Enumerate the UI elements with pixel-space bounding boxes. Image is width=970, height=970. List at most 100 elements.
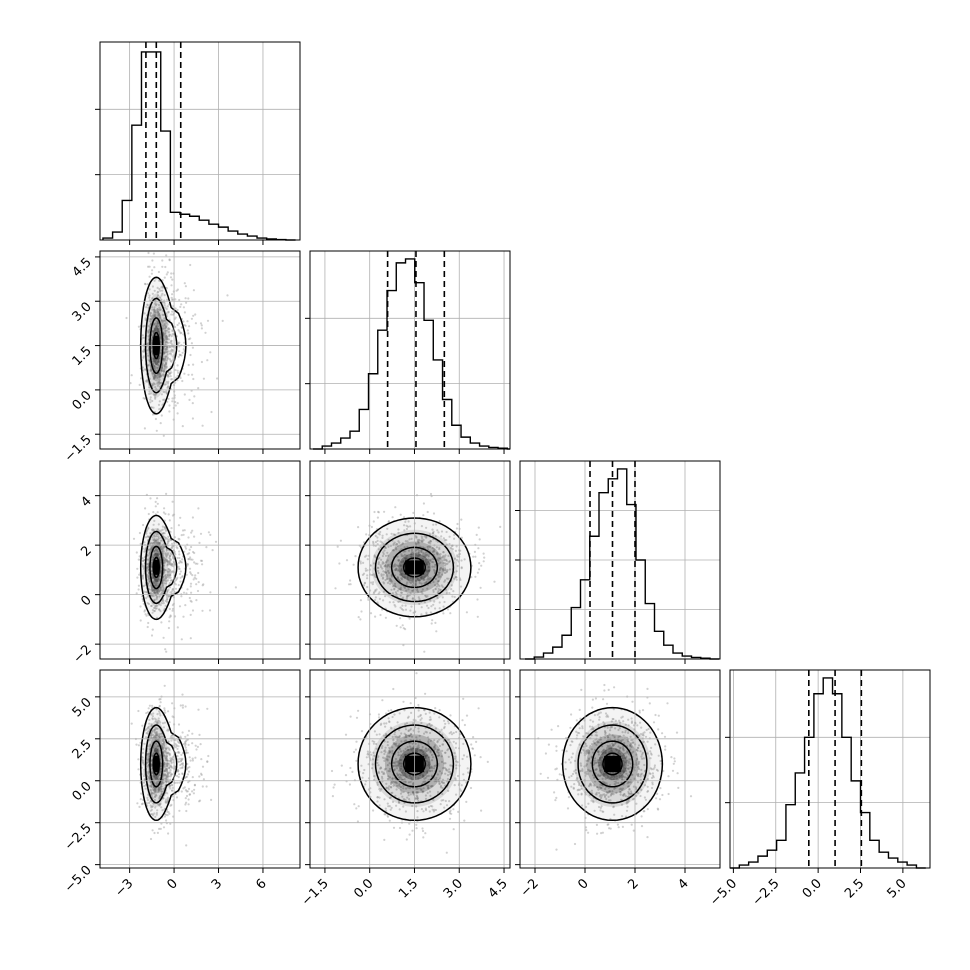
scatter-point: [470, 743, 473, 746]
scatter-point: [192, 550, 195, 554]
scatter-point: [151, 358, 155, 361]
scatter-point: [161, 362, 164, 365]
scatter-point: [187, 297, 190, 300]
scatter-point: [166, 590, 169, 593]
scatter-point: [152, 317, 155, 320]
scatter-point: [190, 342, 193, 345]
scatter-point: [156, 580, 159, 583]
scatter-point: [199, 743, 202, 746]
scatter-point: [465, 611, 468, 614]
scatter-point: [158, 364, 161, 367]
scatter-point: [130, 722, 133, 725]
scatter-point: [197, 387, 200, 390]
scatter-point: [167, 626, 170, 630]
scatter-point: [209, 533, 212, 537]
scatter-point: [158, 329, 161, 332]
scatter-point: [156, 366, 159, 370]
scatter-point: [463, 819, 466, 822]
scatter-point: [154, 417, 157, 421]
scatter-point: [156, 322, 159, 325]
scatter-point: [477, 526, 480, 529]
scatter-point: [137, 584, 140, 587]
scatter-point: [142, 350, 145, 353]
scatter-point: [160, 367, 164, 370]
scatter-point: [657, 728, 660, 731]
scatter-point: [150, 306, 153, 309]
scatter-point: [164, 323, 167, 326]
scatter-point: [166, 374, 169, 377]
scatter-point: [181, 757, 184, 761]
scatter-point: [169, 276, 173, 279]
scatter-point: [408, 833, 411, 836]
scatter-point: [136, 567, 139, 570]
scatter-point: [162, 324, 165, 327]
scatter-point: [180, 303, 183, 306]
scatter-point: [452, 808, 455, 811]
scatter-point: [153, 364, 156, 367]
scatter-point: [169, 341, 172, 344]
scatter-point: [152, 382, 155, 385]
scatter-point: [170, 739, 173, 742]
scatter-point: [357, 526, 360, 529]
scatter-point: [475, 533, 478, 537]
scatter-point: [166, 338, 169, 341]
scatter-point: [153, 323, 156, 326]
scatter-point: [153, 313, 156, 316]
scatter-point: [155, 320, 159, 323]
scatter-point: [167, 397, 170, 400]
scatter-point: [189, 353, 192, 357]
scatter-point: [163, 345, 166, 348]
scatter-point: [438, 709, 441, 712]
scatter-point: [167, 330, 171, 333]
scatter-point: [166, 357, 169, 360]
scatter-point: [177, 355, 180, 358]
scatter-point: [663, 735, 667, 738]
scatter-point: [162, 434, 165, 437]
scatter-point: [165, 345, 168, 349]
scatter-point: [179, 305, 182, 308]
scatter-point: [205, 785, 208, 788]
scatter-point: [151, 330, 154, 333]
scatter-point: [482, 560, 485, 563]
scatter-point: [164, 351, 167, 354]
scatter-point: [168, 328, 171, 331]
scatter-point: [152, 510, 155, 514]
scatter-point: [195, 577, 198, 580]
scatter-point: [163, 351, 166, 354]
scatter-point: [150, 351, 154, 354]
scatter-point: [672, 762, 675, 765]
scatter-point: [148, 296, 151, 299]
scatter-point: [153, 279, 156, 282]
scatter-point: [151, 575, 154, 578]
scatter-point: [187, 803, 190, 806]
scatter-point: [171, 359, 174, 362]
scatter-point: [184, 735, 187, 738]
scatter-point: [169, 372, 172, 375]
scatter-point: [171, 378, 174, 381]
pair-panel-3-2: [520, 670, 720, 868]
scatter-point: [151, 628, 154, 631]
scatter-point: [143, 427, 146, 430]
scatter-point: [163, 332, 166, 335]
scatter-point: [153, 308, 156, 311]
scatter-point: [162, 358, 165, 361]
scatter-point: [159, 374, 162, 378]
scatter-point: [186, 329, 189, 332]
scatter-point: [178, 809, 181, 812]
scatter-point: [178, 605, 182, 608]
scatter-point: [143, 312, 146, 315]
scatter-point: [187, 798, 190, 801]
scatter-point: [377, 713, 380, 716]
scatter-point: [181, 693, 184, 696]
scatter-point: [150, 341, 153, 344]
scatter-point: [159, 827, 162, 831]
scatter-point: [191, 346, 194, 349]
scatter-point: [471, 747, 474, 750]
scatter-point: [164, 334, 167, 337]
scatter-point: [157, 303, 160, 307]
scatter-point: [473, 754, 476, 757]
scatter-point: [566, 807, 570, 810]
scatter-point: [189, 637, 192, 640]
scatter-point: [176, 556, 179, 560]
